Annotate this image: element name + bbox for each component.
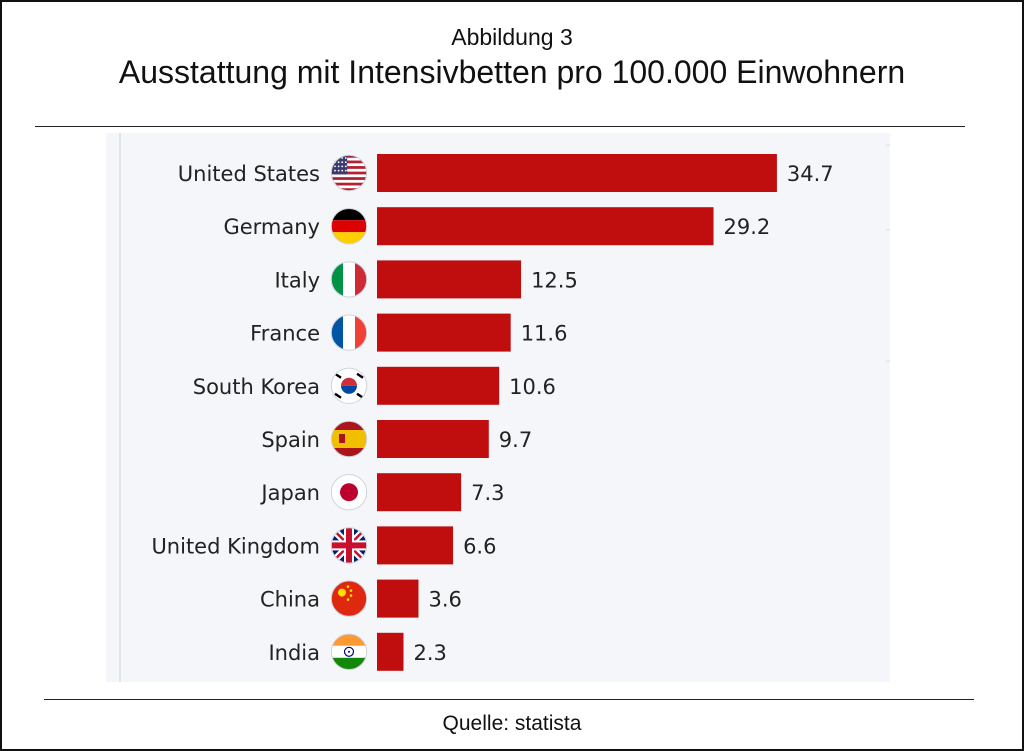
flag-in-icon — [330, 633, 368, 670]
bar — [377, 366, 500, 405]
bar — [377, 526, 454, 565]
category-label: India — [268, 641, 320, 665]
category-label: United Kingdom — [151, 534, 320, 558]
flag-es-icon — [330, 420, 368, 458]
bar — [377, 579, 419, 618]
figure-title: Ausstattung mit Intensivbetten pro 100.0… — [118, 54, 906, 90]
bar — [377, 154, 777, 192]
value-label: 10.6 — [509, 375, 556, 399]
value-label: 34.7 — [787, 162, 834, 186]
category-label: South Korea — [193, 375, 320, 399]
value-label: 29.2 — [724, 215, 771, 239]
category-label: China — [260, 588, 320, 612]
source-note: Quelle: statista — [442, 712, 582, 735]
category-label: France — [250, 322, 320, 346]
bar — [377, 632, 404, 671]
value-label: 7.3 — [471, 481, 504, 505]
category-label: Italy — [274, 268, 320, 292]
category-label: Japan — [259, 481, 320, 505]
bar — [377, 260, 522, 299]
category-label: Spain — [261, 428, 320, 452]
value-label: 6.6 — [463, 534, 496, 558]
bar — [377, 473, 462, 512]
bar-chart: United States 34.7 Germany 29.2 Italy 12.5 Fra… — [119, 133, 890, 682]
flag-gb-icon — [330, 527, 368, 564]
category-label: United States — [178, 162, 320, 186]
flag-it-icon — [330, 261, 368, 298]
flag-jp-icon — [330, 474, 368, 511]
flag-fr-icon — [330, 314, 368, 351]
value-label: 3.6 — [428, 588, 461, 612]
bottom-divider — [44, 699, 974, 700]
bar — [377, 313, 511, 352]
top-divider — [35, 126, 965, 127]
bar — [377, 420, 489, 458]
value-label: 9.7 — [499, 428, 532, 452]
value-label: 2.3 — [414, 641, 447, 665]
value-label: 12.5 — [531, 268, 578, 292]
flag-kr-icon — [330, 367, 368, 405]
flag-us-icon — [330, 154, 368, 192]
figure-label: Abbildung 3 — [451, 24, 573, 50]
flag-de-icon — [330, 208, 368, 245]
chart-panel: United States 34.7 Germany 29.2 Italy 12.5 Fra… — [106, 133, 890, 682]
bar — [377, 207, 714, 246]
value-label: 11.6 — [521, 322, 568, 346]
flag-cn-icon — [330, 580, 368, 617]
category-label: Germany — [223, 215, 320, 239]
